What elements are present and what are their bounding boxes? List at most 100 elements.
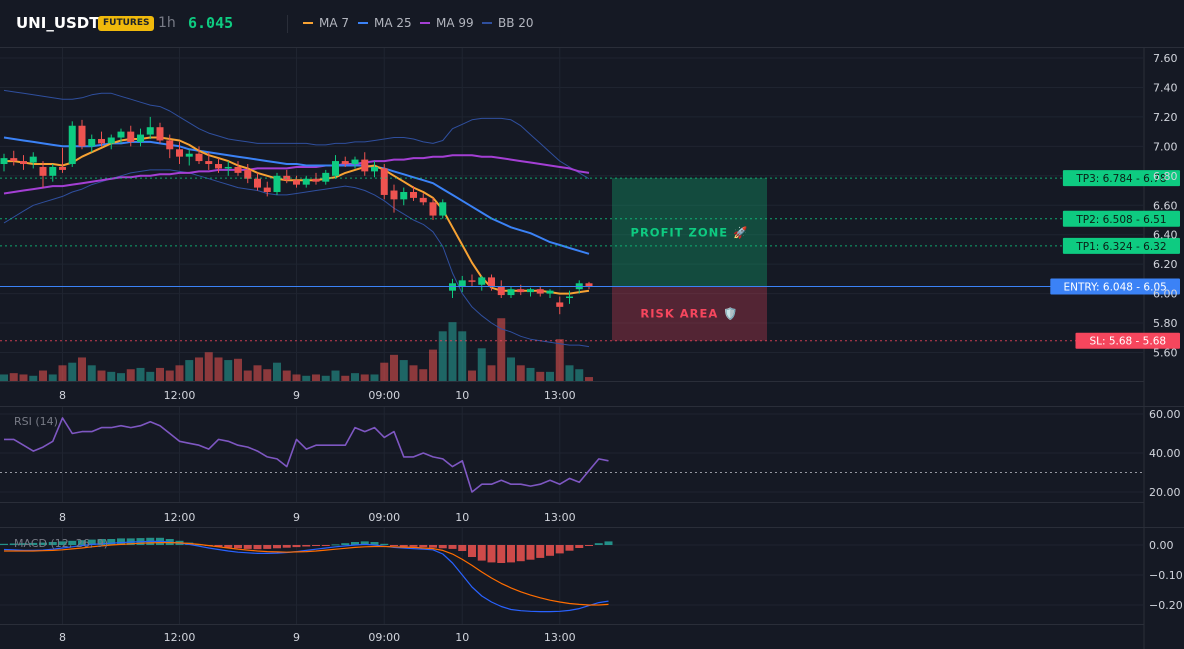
candle-body [322,172,330,182]
macd-histogram-bar [390,545,398,546]
macd-histogram-bar [585,545,593,546]
candlesticks[interactable] [0,116,593,315]
macd-tick-label: 0.00 [1149,539,1174,552]
macd-histogram-bar [546,545,554,556]
time-tick-label: 13:00 [544,631,576,644]
macd-title: MACD (12, 26, 9) [14,537,108,550]
price-axes[interactable]: 7.60 7.40 7.20 7.00 6.80 6.60 6.40 6.20 6.00 5.80… [59,52,1178,644]
volume-bar [487,365,496,381]
time-tick-label: 8 [59,389,66,402]
volume-bar [117,373,125,381]
volume-bar [575,369,584,381]
volume-bar [409,365,418,381]
macd-histogram-bar [224,545,233,548]
macd-histogram-bar [273,545,281,549]
legend-ma25-label: MA 25 [374,16,412,30]
candle-body [254,178,261,188]
macd-histogram-bar [19,543,28,545]
candle-body [419,197,427,203]
candle-body [468,280,476,282]
volume-bar [341,375,350,381]
candle-body [156,127,164,141]
grid-lines [0,48,1184,649]
macd-histogram-bar [214,545,223,547]
rsi-pane[interactable]: 60.00 40.00 20.00 RSI (14) [0,408,1181,499]
price-tick-label: 7.40 [1153,81,1178,94]
price-tick-label: 7.60 [1153,52,1178,65]
candle-body [215,164,222,169]
volume-bar [9,373,18,381]
legend-bb20[interactable]: BB 20 [482,16,534,30]
macd-histogram-bar [516,545,525,562]
macd-histogram-bar [302,545,311,547]
price-tick-label: 7.20 [1153,111,1178,124]
legend-ma25[interactable]: MA 25 [358,16,412,30]
macd-histogram-bar [341,543,350,545]
volume-bar [78,357,86,381]
tp-level-tag [1062,170,1180,187]
macd-histogram-bar [360,541,369,545]
volume-bar [292,374,301,381]
price-tick-label: 6.40 [1153,229,1178,242]
profit-zone-label: PROFIT ZONE 🚀 [631,225,749,239]
macd-histogram-bar [234,545,242,549]
candle-body [361,159,369,172]
volume-bars [0,318,593,381]
candle-body [488,277,495,287]
candle-body [527,289,534,293]
tp-level-tag [1062,210,1180,227]
macd-pane[interactable]: 0.00 −0.10 −0.20 MACD (12, 26, 9) [0,537,1183,613]
volume-bar [448,322,457,381]
price-tick-label: 7.00 [1153,140,1178,153]
legend-ma99[interactable]: MA 99 [420,16,474,30]
time-tick-label: 09:00 [368,389,400,402]
macd-histogram-bar [468,545,476,557]
volume-bar [516,365,525,381]
volume-bar [477,348,486,381]
macd-tick-label: −0.10 [1149,569,1183,582]
macd-histogram-bar [380,543,389,545]
macd-histogram-bar [604,541,613,545]
volume-bar [58,365,67,381]
volume-bar [126,369,135,381]
volume-bar [312,374,320,381]
volume-bar [97,370,106,381]
rsi-line [4,417,609,493]
timeframe-label[interactable]: 1h [158,15,176,31]
macd-tick-label: −0.20 [1149,599,1183,612]
volume-bar [107,371,116,381]
candle-body [29,156,37,163]
volume-bar [0,374,8,381]
bollinger-bands [3,89,590,348]
time-tick-label: 9 [293,511,300,524]
candle-body [20,161,27,165]
candle-body [556,302,564,307]
entry-level-label: ENTRY: 6.048 - 6.05 [1063,282,1166,294]
candle-body [536,289,544,294]
macd-histogram-bar [555,545,564,554]
candle-body [0,158,8,165]
volume-bar [302,375,311,381]
candle-body [68,125,76,165]
macd-histogram-bar [438,545,447,549]
candle-body [380,168,388,195]
volume-bar [224,360,233,381]
sl-level-tag [1075,332,1180,349]
symbol-name[interactable]: UNI_USDT [16,14,100,32]
volume-bar [29,375,38,381]
candle-body [195,153,203,162]
macd-histogram-bar [29,542,38,545]
candle-body [107,137,115,144]
volume-bar [321,375,330,381]
time-tick-label: 13:00 [544,389,576,402]
macd-histogram-bar [253,545,262,550]
legend-ma7[interactable]: MA 7 [303,16,349,30]
macd-histogram-bar [78,540,86,545]
legend-ma25-swatch [358,22,368,24]
time-tick-label: 13:00 [544,511,576,524]
macd-histogram-bar [448,545,457,549]
candle-body [497,286,505,296]
macd-histogram-bar [370,542,379,545]
time-tick-label: 09:00 [368,631,400,644]
